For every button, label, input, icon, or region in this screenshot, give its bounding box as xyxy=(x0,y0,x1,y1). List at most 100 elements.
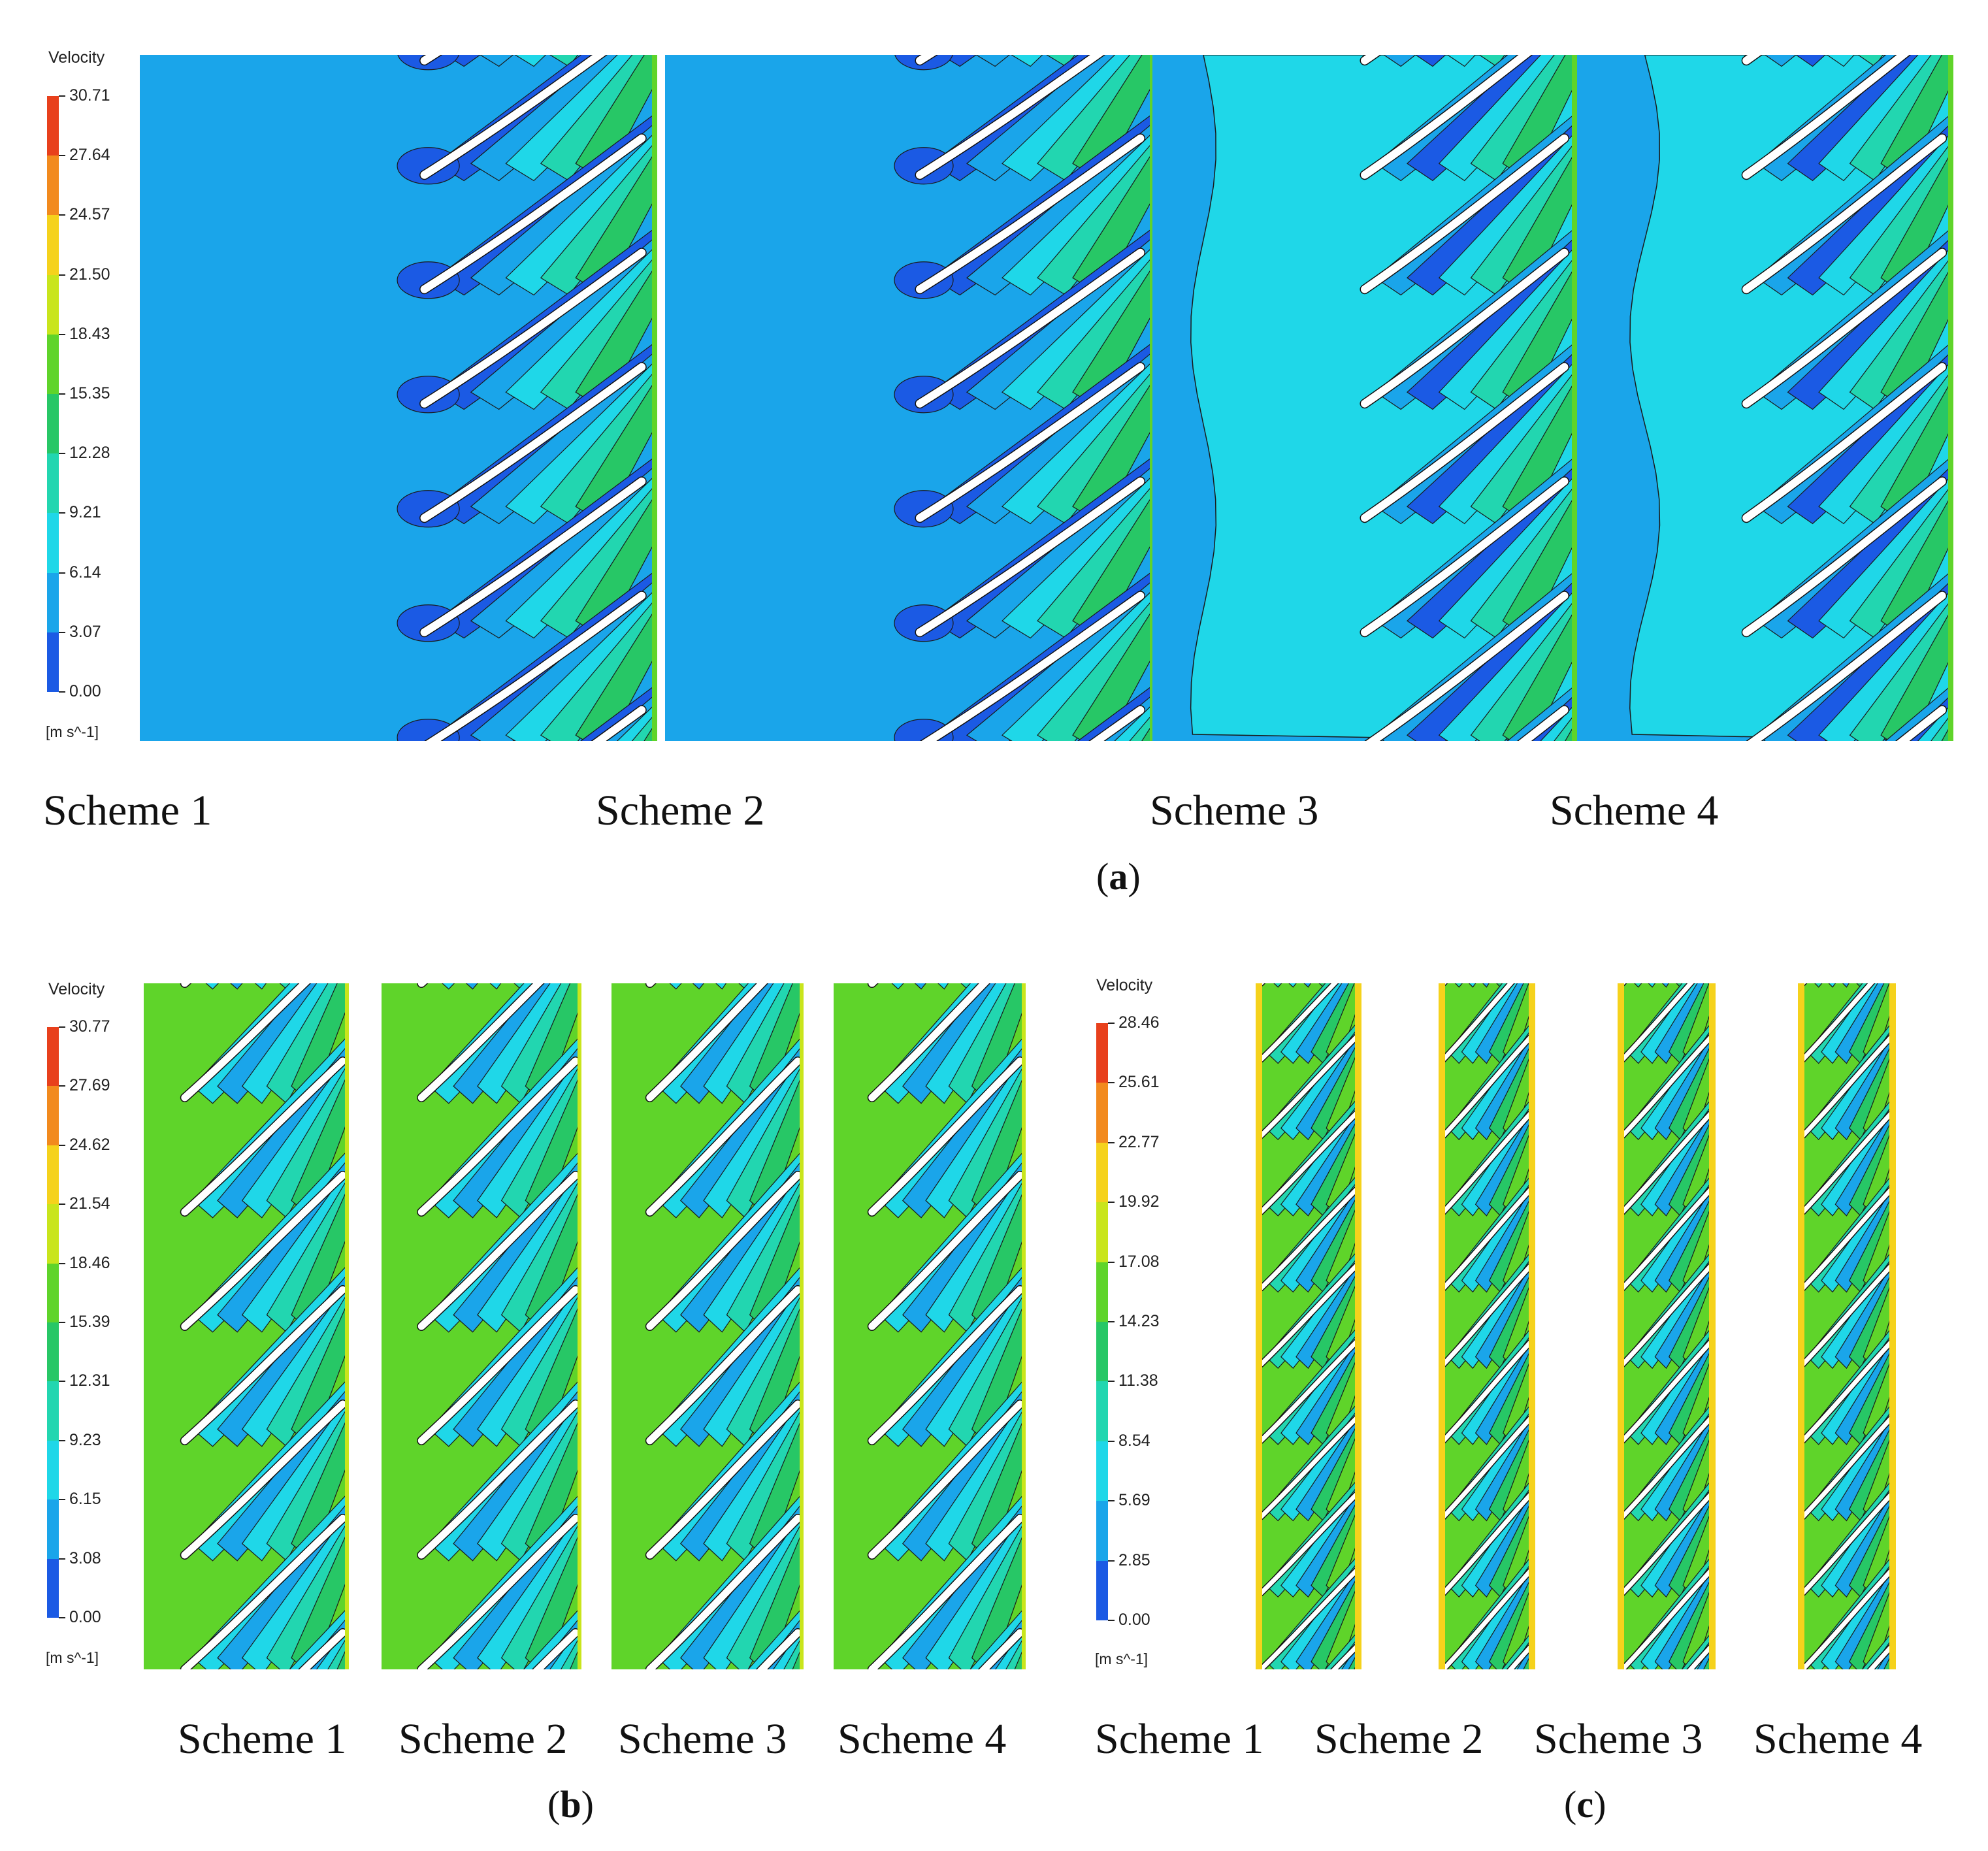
blade xyxy=(181,1286,347,1445)
contour-band xyxy=(1475,1334,1535,1445)
contour-band xyxy=(1488,1493,1535,1598)
contour-band xyxy=(1488,1036,1535,1141)
scheme-label: Scheme 1 xyxy=(178,1715,347,1763)
contour-band xyxy=(540,596,657,741)
contour-band xyxy=(291,1528,349,1669)
blade xyxy=(299,1629,347,1669)
contour-band xyxy=(925,1509,1026,1669)
contour-svg xyxy=(665,55,1155,741)
contour-band xyxy=(726,1061,804,1219)
blade xyxy=(979,1629,1024,1669)
contour-band xyxy=(505,129,657,296)
blade xyxy=(1620,1032,1715,1138)
colorbar-segment xyxy=(47,1027,59,1087)
contour-band xyxy=(948,1518,1026,1669)
colorbar-segment xyxy=(47,632,59,693)
leading-edge-region xyxy=(397,147,460,185)
blade xyxy=(1366,591,1569,741)
blade xyxy=(646,983,768,1102)
colorbar-tick-label: 3.08 xyxy=(69,1548,101,1567)
blade xyxy=(1801,1566,1895,1669)
inlet-edge xyxy=(1798,983,1804,1669)
contour-band xyxy=(1295,1410,1361,1522)
blade xyxy=(1518,706,1569,741)
contour-band xyxy=(266,1518,349,1669)
scheme-label: Scheme 4 xyxy=(838,1715,1007,1763)
contour-band xyxy=(1468,983,1476,988)
colorbar-tick-label: 5.69 xyxy=(1118,1491,1150,1510)
blade xyxy=(1742,248,1946,408)
blade xyxy=(868,1057,1024,1216)
contour-band xyxy=(1669,1493,1716,1598)
leading-edge-region xyxy=(397,604,460,642)
contour-band xyxy=(575,605,657,741)
blade xyxy=(1801,1337,1895,1443)
contour-band xyxy=(500,1290,581,1447)
contour-band xyxy=(1311,1036,1361,1141)
blade xyxy=(646,1515,802,1669)
contour-plot-scheme-2 xyxy=(665,55,1155,741)
contour-band xyxy=(703,1281,804,1447)
colorbar-title: Velocity xyxy=(1096,976,1153,994)
contour-band xyxy=(1654,1029,1716,1141)
contour-band xyxy=(1295,1181,1361,1293)
blade xyxy=(426,591,646,741)
contour-band xyxy=(1037,253,1155,410)
colorbar-tick-mark xyxy=(59,1499,65,1501)
colorbar-segment xyxy=(47,215,59,275)
contour-band xyxy=(1849,253,1953,410)
contour-band xyxy=(1849,1340,1896,1445)
colorbar-tick-label: 2.85 xyxy=(1118,1550,1150,1569)
contour-band xyxy=(489,983,502,990)
contour-plot-scheme-2 xyxy=(1439,983,1535,1669)
contour-band xyxy=(1288,983,1297,988)
colorbar-tick-mark xyxy=(59,1381,65,1383)
contour-band xyxy=(703,1052,804,1219)
contour-band xyxy=(1475,1486,1535,1598)
contour-plot-scheme-3 xyxy=(1618,983,1716,1669)
blade xyxy=(868,1400,1024,1559)
contour-band xyxy=(726,1404,804,1562)
blade xyxy=(1620,1414,1715,1520)
contour-band xyxy=(692,983,704,990)
colorbar-tick-label: 30.77 xyxy=(69,1017,110,1036)
blade xyxy=(1620,1490,1715,1596)
colorbar-segment xyxy=(1096,1142,1108,1203)
colorbar-tick-label: 17.08 xyxy=(1118,1252,1160,1271)
contour-band xyxy=(1311,1264,1361,1369)
colorbar-tick-mark xyxy=(1108,1082,1115,1084)
contour-band xyxy=(266,1061,349,1219)
blade xyxy=(916,55,1104,179)
contour-band xyxy=(1002,244,1155,410)
contour-band xyxy=(477,1395,581,1562)
contour-band xyxy=(205,983,220,990)
colorbar-tick-label: 0.00 xyxy=(1118,1611,1150,1629)
contour-band xyxy=(1438,587,1577,741)
contour-band xyxy=(1834,1562,1896,1669)
contour-band xyxy=(1654,1258,1716,1369)
colorbar-tick-label: 15.35 xyxy=(69,384,110,402)
inlet-edge xyxy=(1439,983,1445,1669)
outlet-edge xyxy=(1022,983,1026,1669)
scheme-label: Scheme 2 xyxy=(596,787,765,834)
blade xyxy=(1742,363,1946,522)
contour-band xyxy=(1634,983,1642,988)
contour-band xyxy=(937,983,949,990)
colorbar-tick-label: 21.50 xyxy=(69,265,110,284)
contour-plot-scheme-4 xyxy=(834,983,1026,1669)
colorbar-tick-mark xyxy=(59,1262,65,1264)
contour-band xyxy=(1488,1111,1535,1217)
contour-band xyxy=(1654,1105,1716,1217)
colorbar-segment xyxy=(47,513,59,573)
contour-band xyxy=(948,1404,1026,1562)
contour-band xyxy=(726,1290,804,1447)
blade xyxy=(420,248,646,408)
outlet-edge xyxy=(800,983,804,1669)
colorbar-tick-label: 8.54 xyxy=(1118,1431,1150,1450)
contour-band xyxy=(1002,129,1155,296)
contour-band xyxy=(1502,605,1577,741)
contour-band xyxy=(254,983,267,990)
colorbar-segment xyxy=(47,1263,59,1323)
blade xyxy=(1361,248,1569,408)
colorbar-tick-label: 18.43 xyxy=(69,324,110,343)
